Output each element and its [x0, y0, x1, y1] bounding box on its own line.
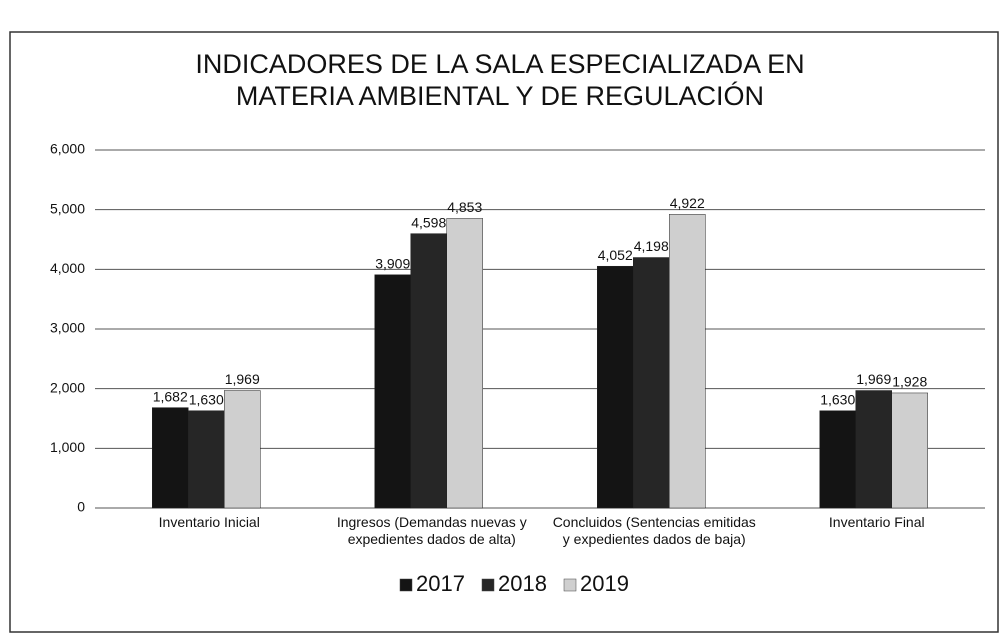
data-label: 1,682 [153, 388, 188, 404]
x-tick-label: Ingresos (Demandas nuevas y expedientes … [323, 514, 540, 548]
data-label: 1,928 [892, 374, 927, 390]
x-tick-label: Inventario Inicial [101, 514, 318, 531]
data-label: 4,052 [598, 247, 633, 263]
data-label: 4,922 [670, 195, 705, 211]
y-tick-label: 6,000 [50, 141, 85, 157]
bar [891, 392, 928, 509]
y-tick-label: 1,000 [50, 439, 85, 455]
x-tick-label: Inventario Final [768, 514, 985, 531]
chart-frame [9, 31, 999, 633]
bar [597, 265, 634, 509]
x-tick-label: Concluidos (Sentencias emitidas y expedi… [546, 514, 763, 548]
bar [224, 390, 261, 509]
bar [410, 233, 447, 509]
bar [188, 410, 225, 509]
y-tick-label: 4,000 [50, 260, 85, 276]
data-label: 4,598 [411, 214, 446, 230]
data-label: 1,630 [189, 391, 224, 407]
y-tick-label: 0 [77, 499, 85, 515]
data-label: 1,969 [856, 371, 891, 387]
bar [152, 407, 189, 509]
bar [855, 390, 892, 509]
legend-label: 2018 [498, 571, 547, 596]
data-label: 1,630 [820, 391, 855, 407]
bar [446, 218, 483, 509]
y-tick-label: 5,000 [50, 200, 85, 216]
bar [669, 214, 706, 509]
bar [633, 257, 670, 509]
data-label: 3,909 [375, 255, 410, 271]
data-label: 4,853 [447, 199, 482, 215]
chart-title: INDICADORES DE LA SALA ESPECIALIZADA EN … [195, 49, 805, 111]
bar [374, 274, 411, 509]
legend-swatch [481, 578, 495, 592]
y-tick-label: 2,000 [50, 379, 85, 395]
y-tick-label: 3,000 [50, 320, 85, 336]
data-label: 4,198 [634, 238, 669, 254]
data-label: 1,969 [225, 371, 260, 387]
legend-swatch [399, 578, 413, 592]
bar [819, 410, 856, 509]
legend-label: 2019 [580, 571, 629, 596]
legend-swatch [563, 578, 577, 592]
legend-label: 2017 [416, 571, 465, 596]
